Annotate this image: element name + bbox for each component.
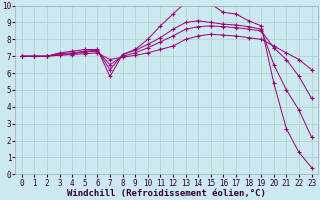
- X-axis label: Windchill (Refroidissement éolien,°C): Windchill (Refroidissement éolien,°C): [67, 189, 266, 198]
